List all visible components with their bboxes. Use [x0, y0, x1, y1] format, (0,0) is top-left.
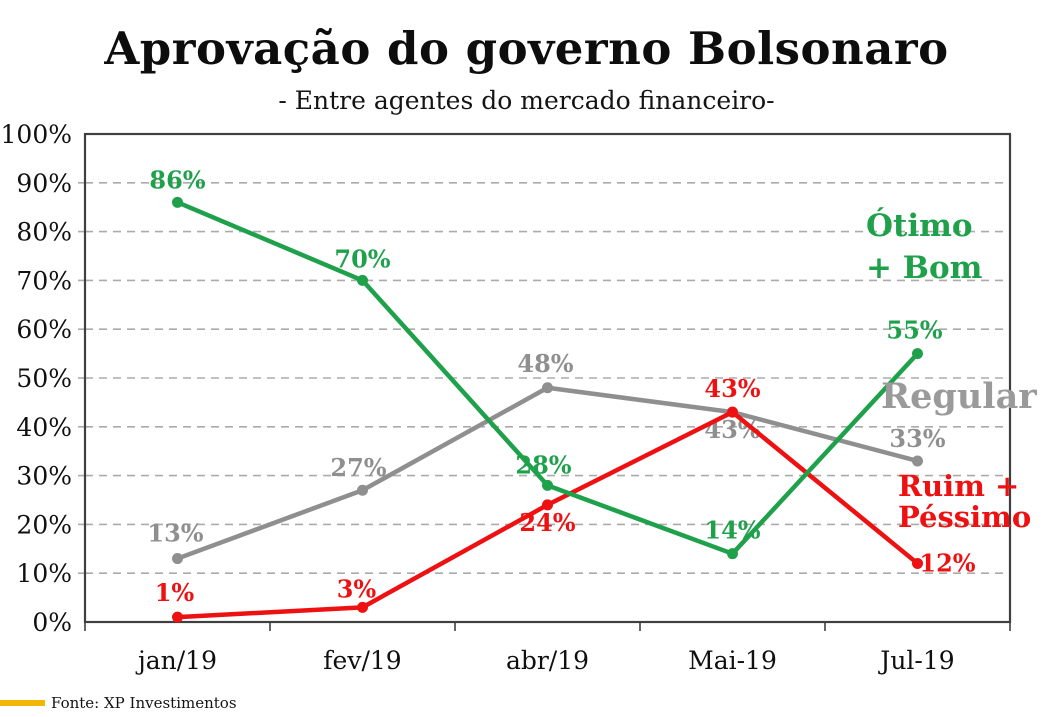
y-tick-label: 90%: [16, 169, 72, 198]
x-tick-label: abr/19: [506, 646, 589, 675]
data-label-ruim-pessimo: 24%: [519, 508, 575, 537]
y-tick-label: 10%: [16, 559, 72, 588]
y-tick-label: 50%: [16, 364, 72, 393]
data-label-regular: 13%: [147, 519, 203, 548]
source-text: Fonte: XP Investimentos: [51, 694, 237, 712]
data-point-ruim-pessimo: [172, 611, 183, 623]
data-point-ruim-pessimo: [727, 406, 738, 418]
source-accent-bar: [0, 700, 45, 706]
data-label-otimo-bom: 70%: [334, 244, 390, 273]
data-point-otimo-bom: [727, 548, 738, 560]
data-point-ruim-pessimo: [357, 601, 368, 613]
data-label-ruim-pessimo: 1%: [155, 578, 195, 607]
y-tick-label: 60%: [16, 315, 72, 344]
data-point-otimo-bom: [912, 348, 923, 360]
data-label-otimo-bom: 14%: [704, 516, 760, 545]
data-label-regular: 33%: [889, 424, 945, 453]
data-point-regular: [542, 382, 553, 394]
legend-label-otimo-bom: Ótimo: [866, 206, 973, 244]
legend-label-otimo-bom: + Bom: [866, 250, 983, 286]
data-label-otimo-bom: 55%: [886, 316, 942, 345]
data-label-regular: 48%: [517, 349, 573, 378]
x-tick-label: Mai-19: [688, 646, 777, 675]
y-tick-label: 100%: [1, 120, 72, 149]
data-point-ruim-pessimo: [912, 557, 923, 569]
data-point-regular: [172, 553, 183, 565]
y-tick-label: 40%: [16, 413, 72, 442]
x-tick-label: fev/19: [323, 646, 401, 675]
legend-label-ruim-pessimo: Péssimo: [898, 500, 1031, 534]
legend-label-ruim-pessimo: Ruim +: [898, 469, 1019, 503]
data-point-regular: [912, 455, 923, 467]
chart-subtitle: - Entre agentes do mercado financeiro-: [278, 86, 775, 115]
data-label-ruim-pessimo: 12%: [919, 548, 975, 577]
chart-title: Aprovação do governo Bolsonaro: [104, 22, 949, 75]
y-tick-label: 70%: [16, 266, 72, 295]
data-label-otimo-bom: 28%: [515, 450, 571, 479]
data-point-otimo-bom: [542, 479, 553, 491]
data-point-otimo-bom: [357, 274, 368, 286]
data-point-regular: [357, 484, 368, 496]
data-label-ruim-pessimo: 43%: [704, 374, 760, 403]
data-point-ruim-pessimo: [542, 499, 553, 511]
y-tick-label: 0%: [32, 608, 72, 637]
data-label-otimo-bom: 86%: [149, 165, 205, 194]
data-label-ruim-pessimo: 3%: [337, 574, 377, 603]
data-point-otimo-bom: [172, 196, 183, 208]
plot-border: [83, 132, 1012, 624]
data-label-regular: 27%: [330, 453, 386, 482]
y-tick-label: 30%: [16, 462, 72, 491]
source-note: Fonte: XP Investimentos: [0, 691, 237, 715]
x-tick-label: Jul-19: [877, 646, 954, 675]
legend-label-regular: Regular: [881, 376, 1037, 417]
y-tick-label: 20%: [16, 510, 72, 539]
x-tick-label: jan/19: [135, 646, 217, 675]
y-tick-label: 80%: [16, 218, 72, 247]
